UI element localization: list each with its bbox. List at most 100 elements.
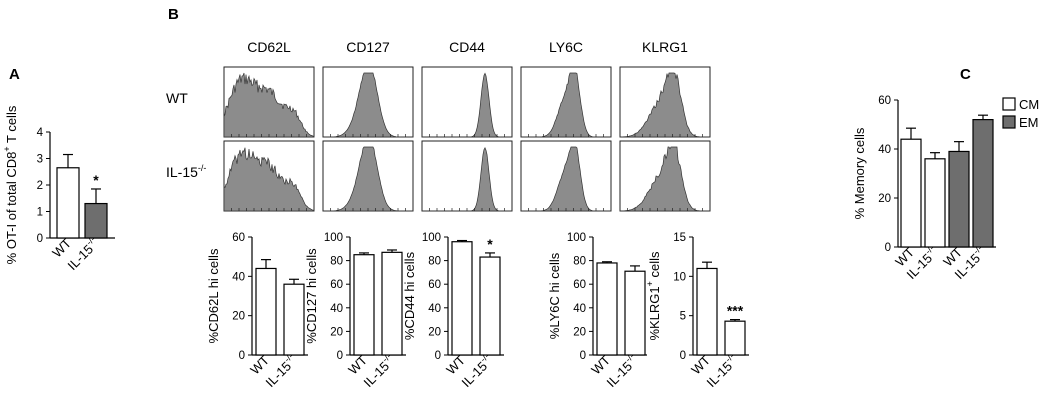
y-tick-label: 40 <box>573 303 586 315</box>
x-tick-label: IL-15-/- <box>602 351 641 390</box>
histogram-klrg1-wt <box>619 66 711 138</box>
x-tick-label: IL-15-/- <box>63 234 102 273</box>
bar-b5-0 <box>696 267 718 356</box>
y-tick-label: 0 <box>580 350 586 362</box>
bar-b1-1 <box>283 283 305 356</box>
histogram-curve <box>422 72 512 138</box>
y-tick-label: 20 <box>330 326 343 338</box>
histogram-column-label: CD62L <box>247 39 291 55</box>
histogram-curve <box>223 147 315 212</box>
y-axis-label-main: %CD44 hi cells <box>402 251 417 340</box>
legend-label-cm: CM <box>1019 97 1039 112</box>
y-axis-label: %LY6C hi cells <box>547 252 562 339</box>
significance-annotation: * <box>93 172 99 188</box>
legend-swatch-em <box>1002 115 1016 129</box>
bar-b5-1 <box>724 320 746 356</box>
histogram-column-label: LY6C <box>549 39 583 55</box>
bar-b4-1 <box>624 270 646 356</box>
bar-b3-0 <box>451 241 473 356</box>
y-tick-label: 20 <box>573 326 586 338</box>
y-tick-label: 40 <box>330 303 343 315</box>
bar-c-2 <box>948 150 970 248</box>
bar-a-1 <box>84 202 108 239</box>
bar-b2-0 <box>353 254 375 356</box>
histogram-curve <box>521 146 611 212</box>
histogram-cd44-il15 <box>421 140 513 212</box>
y-tick-label: 100 <box>422 232 441 244</box>
histogram-grid: CD62L CD127 CD44 LY6C KLRG1 WT IL-15-/- <box>166 39 711 212</box>
bar-a-0 <box>56 167 80 239</box>
x-tick-label: IL-15-/- <box>457 351 496 390</box>
y-tick-label: 20 <box>878 193 891 205</box>
histogram-ly6c-wt <box>520 66 612 138</box>
histogram-klrg1-il15 <box>619 140 711 212</box>
y-tick-label: 40 <box>428 303 441 315</box>
histogram-curve <box>521 72 611 138</box>
y-tick-label: 40 <box>878 144 891 156</box>
significance-annotation: *** <box>727 303 744 319</box>
panel-label-c: C <box>960 66 971 83</box>
bar-c-0 <box>900 138 922 248</box>
histogram-row-label: WT <box>166 90 188 106</box>
histogram-curve <box>422 146 512 212</box>
y-axis-label-main: % OT-I of total CD8 <box>4 152 19 265</box>
y-tick-label: 5 <box>680 311 686 323</box>
histogram-cd62l-wt <box>223 66 315 138</box>
y-axis-label-main: %KLRG1 <box>647 286 662 340</box>
y-tick-label: 20 <box>232 311 245 323</box>
panel-label-b: B <box>168 6 179 23</box>
y-tick-label: 10 <box>673 271 686 283</box>
y-tick-label: 100 <box>567 232 586 244</box>
y-tick-label: 80 <box>573 256 586 268</box>
histogram-frame <box>421 140 513 212</box>
bar-c-3 <box>972 118 994 248</box>
y-tick-label: 60 <box>878 95 891 107</box>
bar-b1-0 <box>255 267 277 356</box>
y-tick-label: 60 <box>573 279 586 291</box>
histogram-cd62l-il15 <box>223 140 315 212</box>
y-axis-label: %KLRG1+ cells <box>645 251 662 341</box>
y-axis-label-main: % Memory cells <box>852 127 867 219</box>
y-tick-label: 0 <box>435 350 441 362</box>
y-axis-label-end: cells <box>647 251 662 281</box>
y-axis-label-end: T cells <box>4 105 19 146</box>
y-axis-label-main: %CD127 hi cells <box>304 248 319 344</box>
panel-label-a: A <box>9 66 20 83</box>
y-tick-label: 15 <box>673 232 686 244</box>
y-axis-label-main: %CD62L hi cells <box>206 248 221 343</box>
y-tick-label: 40 <box>232 271 245 283</box>
histogram-row-label-sup: -/- <box>198 163 207 173</box>
histogram-curve <box>323 146 413 212</box>
bar-b3-1 <box>479 256 501 356</box>
y-axis-label-sup: + <box>645 281 655 286</box>
histogram-ly6c-il15 <box>520 140 612 212</box>
y-axis-label: %CD127 hi cells <box>304 248 319 344</box>
histogram-column-label: CD44 <box>449 39 485 55</box>
histogram-cd44-wt <box>421 66 513 138</box>
legend-swatch-cm <box>1002 97 1016 111</box>
y-tick-label: 60 <box>330 279 343 291</box>
histogram-cd127-il15 <box>322 140 414 212</box>
histogram-curve <box>619 72 710 138</box>
y-axis-label-sup: + <box>2 146 12 151</box>
histogram-curve <box>323 72 413 138</box>
histogram-curve <box>619 146 710 212</box>
histogram-row-label: IL-15-/- <box>166 163 206 180</box>
x-tick-label: IL-15-/- <box>261 351 300 390</box>
bar-b2-1 <box>381 251 403 356</box>
x-tick-label: IL-15-/- <box>359 351 398 390</box>
y-tick-label: 80 <box>428 256 441 268</box>
x-tick-label: IL-15-/- <box>702 351 741 390</box>
bar-c-1 <box>924 158 946 248</box>
y-tick-label: 2 <box>37 180 43 192</box>
y-axis-label: %CD62L hi cells <box>206 248 221 343</box>
y-tick-label: 80 <box>330 256 343 268</box>
legend-label-em: EM <box>1019 115 1039 130</box>
y-tick-label: 0 <box>680 350 686 362</box>
y-tick-label: 1 <box>37 207 43 219</box>
